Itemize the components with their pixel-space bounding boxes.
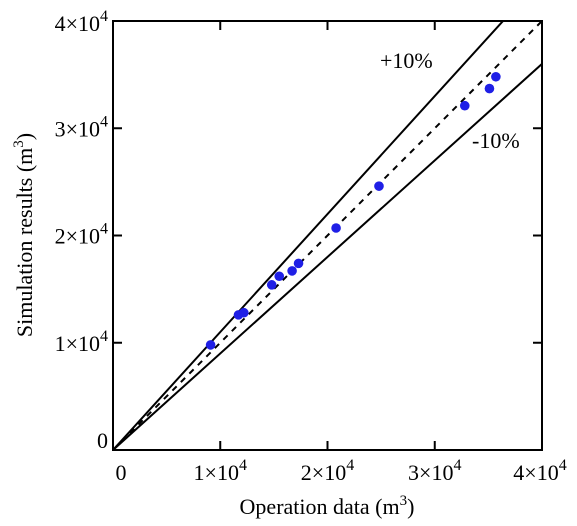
data-point [205,340,216,350]
data-point [374,181,384,191]
data-point [331,223,341,233]
data-point [266,280,277,290]
data-point [274,271,285,282]
y-tick-label: 2×104 [55,221,108,249]
plus-10-percent-label: +10% [380,48,433,73]
y-ticks: 0 1×104 2×104 3×104 4×104 [55,8,542,453]
minus-10-percent-label: -10% [472,128,520,153]
data-points [205,71,501,350]
data-point [239,307,249,318]
x-tick-label: 4×104 [513,457,566,485]
data-point [484,83,495,94]
data-point [287,266,297,276]
data-point [491,71,501,82]
x-axis-title: Operation data (m3) [240,493,415,519]
data-point [459,100,470,111]
x-tick-label: 1×104 [194,457,247,485]
x-tick-label: 0 [116,460,127,485]
x-tick-label: 3×104 [408,457,461,485]
data-point [293,258,304,269]
x-tick-label: 2×104 [301,457,354,485]
y-tick-label: 4×104 [55,8,108,36]
y-axis-title: Simulation results (m3) [11,133,37,337]
y-tick-label: 1×104 [55,328,108,356]
reference-line-1 [113,21,542,450]
y-tick-label: 0 [97,428,108,453]
reference-line-3 [113,63,542,450]
x-ticks: 0 1×104 2×104 3×104 4×104 [112,21,567,485]
band-labels: +10% -10% [380,48,520,153]
y-tick-label: 3×104 [55,113,108,141]
reference-lines [113,21,542,450]
reference-line-2 [113,21,505,450]
